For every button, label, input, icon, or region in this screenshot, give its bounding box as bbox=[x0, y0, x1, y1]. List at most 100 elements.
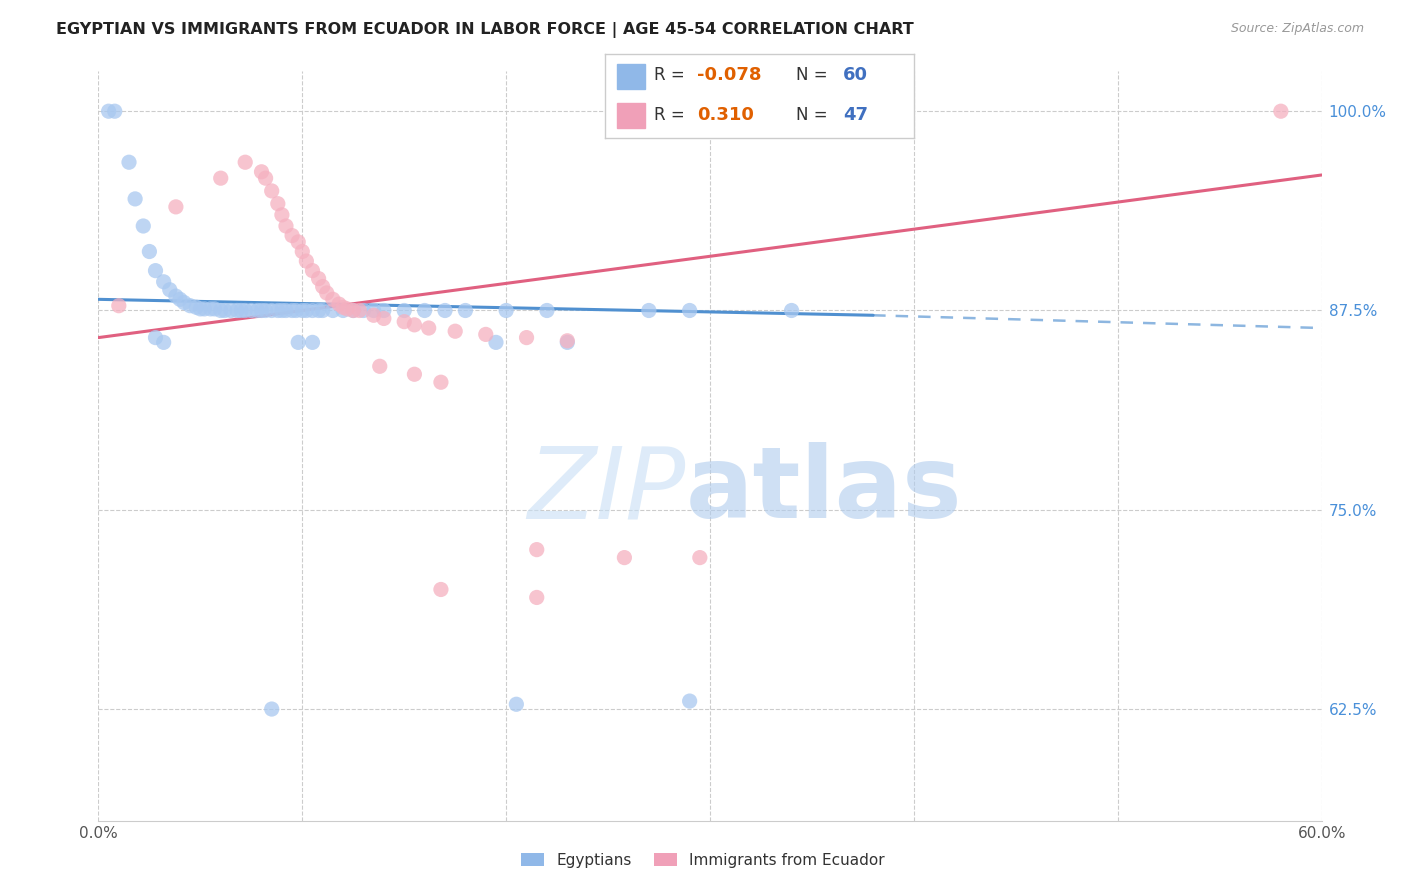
Point bbox=[368, 359, 391, 374]
Point bbox=[404, 318, 426, 332]
Point bbox=[179, 299, 201, 313]
Text: Source: ZipAtlas.com: Source: ZipAtlas.com bbox=[1230, 22, 1364, 36]
Point bbox=[173, 295, 195, 310]
Text: N =: N = bbox=[796, 66, 834, 84]
Point bbox=[454, 303, 477, 318]
Point bbox=[418, 321, 440, 335]
Point bbox=[274, 303, 297, 318]
Point bbox=[97, 104, 120, 119]
Point bbox=[274, 219, 297, 233]
Point bbox=[209, 171, 232, 186]
Text: R =: R = bbox=[654, 66, 690, 84]
Point bbox=[250, 303, 273, 318]
Point bbox=[165, 200, 187, 214]
Point bbox=[200, 301, 222, 316]
Point bbox=[260, 702, 283, 716]
Text: N =: N = bbox=[796, 105, 834, 123]
Point bbox=[679, 303, 702, 318]
Point bbox=[613, 550, 636, 565]
Point bbox=[474, 327, 498, 342]
Point bbox=[165, 289, 187, 303]
Point bbox=[260, 184, 283, 198]
Point bbox=[169, 293, 191, 307]
Point bbox=[363, 303, 385, 318]
Point bbox=[373, 303, 395, 318]
Point bbox=[404, 368, 426, 382]
Point bbox=[152, 335, 174, 350]
Point bbox=[352, 303, 374, 318]
Point bbox=[444, 324, 467, 338]
Text: atlas: atlas bbox=[686, 442, 962, 540]
Point bbox=[270, 303, 294, 318]
Point bbox=[308, 271, 330, 285]
Text: -0.078: -0.078 bbox=[697, 66, 762, 84]
Point bbox=[332, 303, 354, 318]
Point bbox=[214, 303, 236, 318]
Point bbox=[557, 334, 579, 348]
Point bbox=[145, 330, 167, 344]
Point bbox=[138, 244, 160, 259]
Point bbox=[281, 303, 304, 318]
Point bbox=[526, 542, 548, 557]
Point bbox=[328, 297, 350, 311]
Text: 47: 47 bbox=[842, 105, 868, 123]
Bar bbox=[617, 103, 645, 128]
Point bbox=[342, 303, 364, 318]
Point bbox=[322, 293, 344, 307]
Point bbox=[219, 303, 242, 318]
Point bbox=[188, 301, 212, 316]
Point bbox=[638, 303, 661, 318]
Point bbox=[526, 591, 548, 605]
Point bbox=[233, 303, 256, 318]
Point bbox=[124, 192, 146, 206]
Text: EGYPTIAN VS IMMIGRANTS FROM ECUADOR IN LABOR FORCE | AGE 45-54 CORRELATION CHART: EGYPTIAN VS IMMIGRANTS FROM ECUADOR IN L… bbox=[56, 22, 914, 38]
Point bbox=[285, 303, 308, 318]
Point bbox=[240, 303, 263, 318]
Point bbox=[233, 155, 256, 169]
Point bbox=[413, 303, 436, 318]
Point bbox=[495, 303, 517, 318]
Point bbox=[336, 301, 359, 316]
Legend: Egyptians, Immigrants from Ecuador: Egyptians, Immigrants from Ecuador bbox=[513, 845, 893, 875]
Bar bbox=[617, 63, 645, 89]
Point bbox=[322, 303, 344, 318]
Point bbox=[295, 254, 318, 268]
Point bbox=[295, 303, 318, 318]
Point bbox=[186, 301, 208, 315]
Point bbox=[1270, 104, 1292, 119]
Point bbox=[287, 235, 309, 249]
Point bbox=[254, 303, 277, 318]
Text: R =: R = bbox=[654, 105, 690, 123]
Point bbox=[246, 303, 269, 318]
Point bbox=[679, 694, 702, 708]
Point bbox=[145, 263, 167, 277]
Point bbox=[159, 283, 181, 297]
Point bbox=[118, 155, 141, 169]
Point bbox=[308, 303, 330, 318]
Point bbox=[281, 228, 304, 243]
Point bbox=[373, 311, 395, 326]
Point bbox=[250, 165, 273, 179]
Point bbox=[430, 376, 453, 390]
Point bbox=[392, 315, 416, 329]
Point bbox=[485, 335, 508, 350]
Point bbox=[287, 335, 309, 350]
Point bbox=[780, 303, 803, 318]
Point bbox=[312, 303, 335, 318]
Text: 60: 60 bbox=[842, 66, 868, 84]
Point bbox=[430, 582, 453, 597]
Point bbox=[516, 330, 538, 344]
Point bbox=[231, 303, 253, 318]
Point bbox=[108, 299, 131, 313]
Point bbox=[392, 303, 416, 318]
Point bbox=[291, 244, 314, 259]
Point bbox=[332, 301, 354, 315]
Point bbox=[267, 196, 290, 211]
Point bbox=[301, 303, 323, 318]
Point bbox=[226, 303, 249, 318]
Point bbox=[312, 279, 335, 293]
Point bbox=[193, 301, 215, 316]
Point bbox=[349, 303, 371, 318]
Point bbox=[260, 303, 283, 318]
Point bbox=[104, 104, 127, 119]
